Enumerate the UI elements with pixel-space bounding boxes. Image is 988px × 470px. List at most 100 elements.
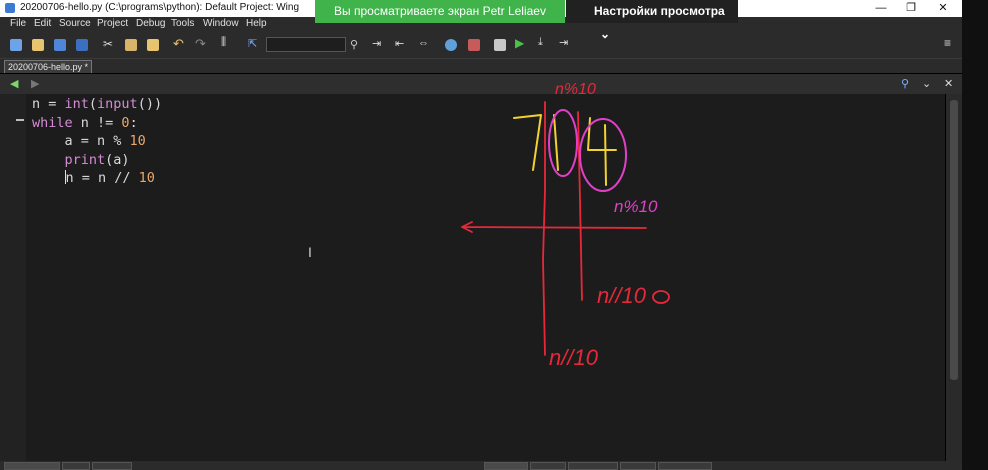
back-arrow-icon[interactable]: ◀	[10, 78, 19, 90]
bottom-tab-8[interactable]	[658, 462, 712, 470]
stop-icon[interactable]	[468, 39, 480, 51]
undo-icon[interactable]: ↶	[173, 36, 184, 51]
code-token: 10	[138, 170, 155, 187]
code-token: 0	[121, 114, 130, 131]
fold-marker[interactable]	[16, 119, 24, 121]
menu-edit[interactable]: Edit	[34, 18, 52, 29]
code-token: print	[64, 151, 106, 168]
label-bottom-div: n//10	[549, 345, 599, 370]
label-lower-div: n//10	[597, 283, 647, 308]
bottom-tab-4[interactable]	[484, 462, 528, 470]
options-chevron-icon[interactable]: ⌄	[922, 78, 932, 90]
menu-source[interactable]: Source	[59, 18, 91, 29]
code-token: ())	[137, 96, 163, 112]
code-token: n = n //	[65, 170, 139, 187]
code-line[interactable]: n = int(input())	[32, 95, 162, 114]
forward-arrow-icon[interactable]: ▶	[31, 78, 40, 90]
goto-icon[interactable]: ⇱	[248, 38, 258, 50]
step-into-icon[interactable]: ⤓	[538, 36, 543, 48]
chevron-down-icon: ⌄	[600, 27, 611, 41]
digit-one-stroke	[553, 114, 559, 171]
bottom-tab-2[interactable]	[62, 462, 90, 470]
view-settings-button[interactable]: Настройки просмотра ⌄	[566, 0, 738, 41]
code-token: n !=	[72, 114, 122, 131]
bottom-tab-5[interactable]	[530, 462, 566, 470]
run-icon[interactable]: ▶	[515, 36, 525, 50]
menu-project[interactable]: Project	[97, 18, 129, 29]
breakpoint-icon[interactable]	[494, 39, 506, 51]
editor-tab-strip: 20200706-hello.py *	[0, 59, 962, 73]
digit-seven-stroke	[513, 114, 542, 171]
editor-nav-row: ◀ ▶ ⚲ ⌄ ✕	[0, 74, 962, 94]
code-text[interactable]: n = int(input()) while n != 0: a = n % 10…	[32, 95, 162, 188]
code-token: input	[97, 96, 138, 112]
view-settings-label: Настройки просмотра	[594, 4, 725, 18]
redo-icon[interactable]: ↷	[195, 36, 206, 51]
cut-icon[interactable]: ✂	[103, 37, 114, 51]
step-out-icon[interactable]: ⇥	[559, 37, 569, 49]
code-token: a = n %	[32, 133, 130, 150]
menu-tools[interactable]: Tools	[171, 18, 195, 29]
paste-icon[interactable]	[147, 39, 159, 51]
menu-file[interactable]: File	[10, 18, 27, 29]
toolbar-search-input[interactable]	[266, 37, 346, 52]
copy-icon[interactable]	[125, 39, 137, 51]
text-cursor-icon: I	[308, 244, 312, 260]
code-token: (a)	[105, 151, 130, 168]
menu-window[interactable]: Window	[203, 18, 239, 29]
menu-help[interactable]: Help	[246, 18, 267, 29]
screen-share-banner: Вы просматриваете экран Petr Leliaev	[315, 0, 565, 23]
code-line[interactable]: while n != 0:	[32, 114, 162, 133]
save-icon[interactable]	[54, 39, 66, 51]
code-editor[interactable]	[26, 94, 945, 461]
code-line[interactable]: a = n % 10	[32, 132, 162, 151]
window-title: 20200706-hello.py (C:\programs\python): …	[20, 2, 300, 13]
code-token: int	[64, 96, 89, 112]
circle-around-four	[579, 118, 627, 192]
code-line[interactable]: print(a)	[32, 151, 162, 170]
menu-debug[interactable]: Debug	[136, 18, 166, 29]
minimize-button[interactable]: —	[875, 2, 887, 14]
editor-tab-hello[interactable]: 20200706-hello.py *	[4, 60, 93, 73]
bottom-tab-3[interactable]	[92, 462, 132, 470]
maximize-button[interactable]: ❐	[906, 2, 916, 14]
digit-four-stroke	[587, 117, 617, 186]
code-line[interactable]: n = n // 10	[32, 169, 162, 188]
save-all-icon[interactable]	[76, 39, 88, 51]
screen-edge	[962, 0, 988, 470]
horizontal-arrow	[461, 221, 647, 233]
python-shell-icon[interactable]	[445, 39, 457, 51]
outdent-icon[interactable]: ⇤	[395, 38, 405, 50]
line-gutter	[0, 94, 26, 461]
bottom-tab-7[interactable]	[620, 462, 656, 470]
vertical-line-left	[542, 101, 546, 356]
label-circle-mod: n%10	[614, 197, 658, 216]
close-editor-icon[interactable]: ✕	[944, 78, 954, 90]
open-file-icon[interactable]	[32, 39, 44, 51]
indent-icon[interactable]: ⇥	[372, 38, 382, 50]
code-token: n =	[32, 96, 65, 112]
new-file-icon[interactable]	[10, 39, 22, 51]
label-top-mod: n%10	[555, 81, 596, 98]
circle-around-one	[548, 109, 578, 177]
toolbar-menu-icon[interactable]: ≡	[944, 36, 952, 50]
wing-app-icon	[5, 3, 15, 13]
code-token: :	[129, 114, 138, 131]
code-token: 10	[129, 133, 146, 150]
close-button[interactable]: ✕	[938, 2, 948, 14]
bottom-tab-1[interactable]	[4, 462, 60, 470]
bottom-tab-6[interactable]	[568, 462, 618, 470]
reindent-icon[interactable]: ⇔	[418, 37, 429, 49]
pin-icon[interactable]: ⚲	[901, 78, 910, 90]
ink-loop	[652, 290, 670, 304]
toolbar: ✂ ↶ ↷ ⫼ ⇱ ⚲ ⇥ ⇤ ⇔ ▶ ⤓ ⇥ ≡	[0, 33, 962, 59]
scrollbar-thumb[interactable]	[950, 100, 958, 380]
code-token: (	[88, 96, 98, 112]
bottom-panel-tabs	[0, 461, 962, 470]
vertical-line-right	[577, 111, 583, 301]
code-token: while	[32, 114, 73, 131]
text-caret	[64, 170, 66, 185]
indent-guides-icon[interactable]: ⫼	[221, 36, 227, 48]
search-icon[interactable]: ⚲	[350, 39, 359, 51]
